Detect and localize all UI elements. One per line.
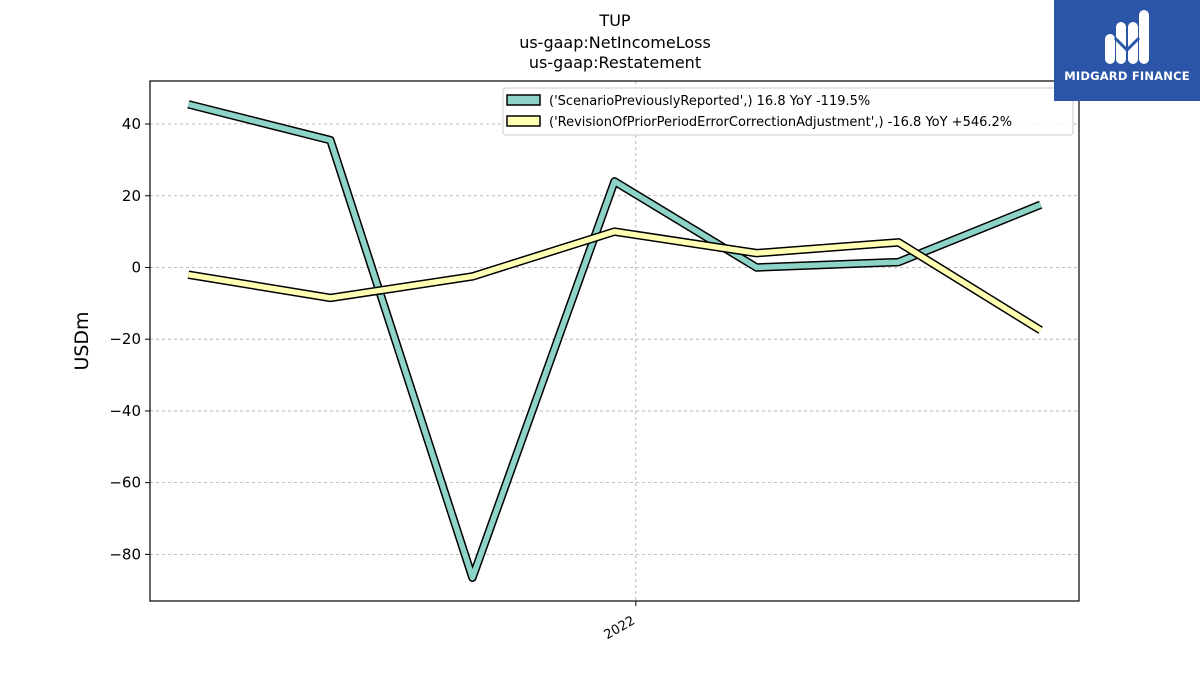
y-tick-label: 20 bbox=[122, 187, 141, 205]
x-tick-label: 2022 bbox=[602, 613, 638, 643]
y-tick-label: −40 bbox=[109, 402, 141, 420]
y-axis-label: USDm bbox=[71, 311, 93, 370]
series-line-outline-1 bbox=[187, 100, 1043, 582]
series-line-outline-2 bbox=[187, 227, 1043, 334]
series-line-1 bbox=[187, 101, 1042, 581]
chart-title-line-2: us-gaap:NetIncomeLoss bbox=[519, 33, 711, 52]
y-tick-label: −20 bbox=[109, 330, 141, 348]
chart-title-line-1: TUP bbox=[598, 11, 630, 30]
y-tick-label: −80 bbox=[109, 545, 141, 563]
y-axis-ticks: 40 20 0 −20 −40 −60 −80 bbox=[109, 115, 150, 563]
legend-swatch-series-2 bbox=[506, 115, 541, 127]
x-axis-ticks: 2022 bbox=[602, 601, 638, 643]
legend-box bbox=[502, 87, 1074, 136]
legend: ('ScenarioPreviouslyReported',) 16.8 YoY… bbox=[502, 87, 1074, 136]
brand-name: MIDGARD FINANCE bbox=[1064, 69, 1190, 83]
legend-swatch-series-1 bbox=[506, 94, 541, 106]
legend-label-series-1: ('ScenarioPreviouslyReported',) 16.8 YoY… bbox=[549, 94, 870, 109]
series-lines bbox=[187, 100, 1043, 582]
y-tick-label: 40 bbox=[122, 115, 141, 133]
y-tick-label: −60 bbox=[109, 474, 141, 492]
series-line-2 bbox=[187, 228, 1043, 333]
midgard-logo-icon bbox=[1105, 10, 1149, 64]
legend-label-series-2: ('RevisionOfPriorPeriodErrorCorrectionAd… bbox=[549, 115, 1012, 130]
chart-title-line-3: us-gaap:Restatement bbox=[529, 53, 701, 72]
plot-frame bbox=[149, 80, 1080, 602]
y-tick-label: 0 bbox=[131, 258, 141, 276]
grid-lines bbox=[150, 81, 1079, 601]
brand-logo: MIDGARD FINANCE bbox=[1054, 0, 1200, 101]
